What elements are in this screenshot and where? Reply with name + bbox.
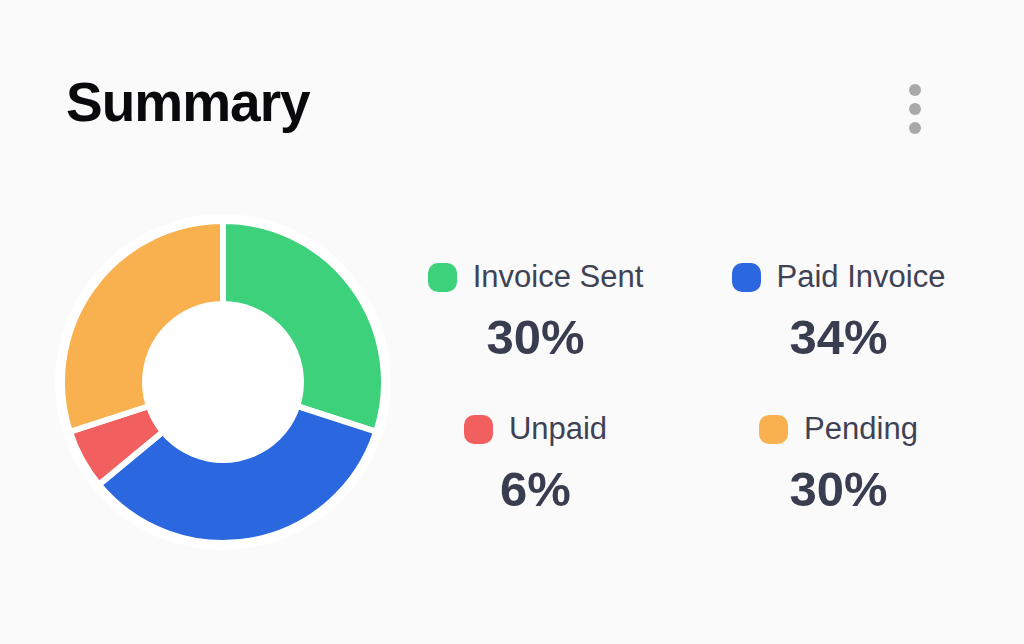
kebab-dot-icon [909,103,921,115]
legend-swatch-pending [759,415,788,444]
page-title: Summary [66,72,310,132]
legend-row: Invoice Sent [428,258,644,296]
kebab-menu-button[interactable] [899,78,931,144]
legend-label-unpaid: Unpaid [509,410,607,448]
donut-hole [142,301,304,463]
kebab-dot-icon [909,84,921,96]
legend-row: Unpaid [464,410,607,448]
legend-value-unpaid: 6% [500,462,571,516]
summary-card: Summary Invoice Sent 30% Paid Invoice 34… [0,0,1024,644]
legend-value-paid-invoice: 34% [789,310,887,364]
legend-swatch-paid-invoice [732,263,761,292]
legend-label-invoice-sent: Invoice Sent [473,258,644,296]
legend-swatch-invoice-sent [428,263,457,292]
legend-item-unpaid: Unpaid 6% [464,410,607,516]
chart-legend: Invoice Sent 30% Paid Invoice 34% Unpaid… [384,258,990,516]
legend-swatch-unpaid [464,415,493,444]
donut-chart [53,212,393,552]
legend-value-invoice-sent: 30% [486,310,584,364]
legend-item-paid-invoice: Paid Invoice 34% [732,258,946,364]
legend-label-paid-invoice: Paid Invoice [777,258,946,296]
kebab-dot-icon [909,122,921,134]
legend-value-pending: 30% [789,462,887,516]
legend-row: Paid Invoice [732,258,946,296]
legend-row: Pending [759,410,918,448]
legend-item-pending: Pending 30% [759,410,918,516]
legend-item-invoice-sent: Invoice Sent 30% [428,258,644,364]
legend-label-pending: Pending [804,410,918,448]
